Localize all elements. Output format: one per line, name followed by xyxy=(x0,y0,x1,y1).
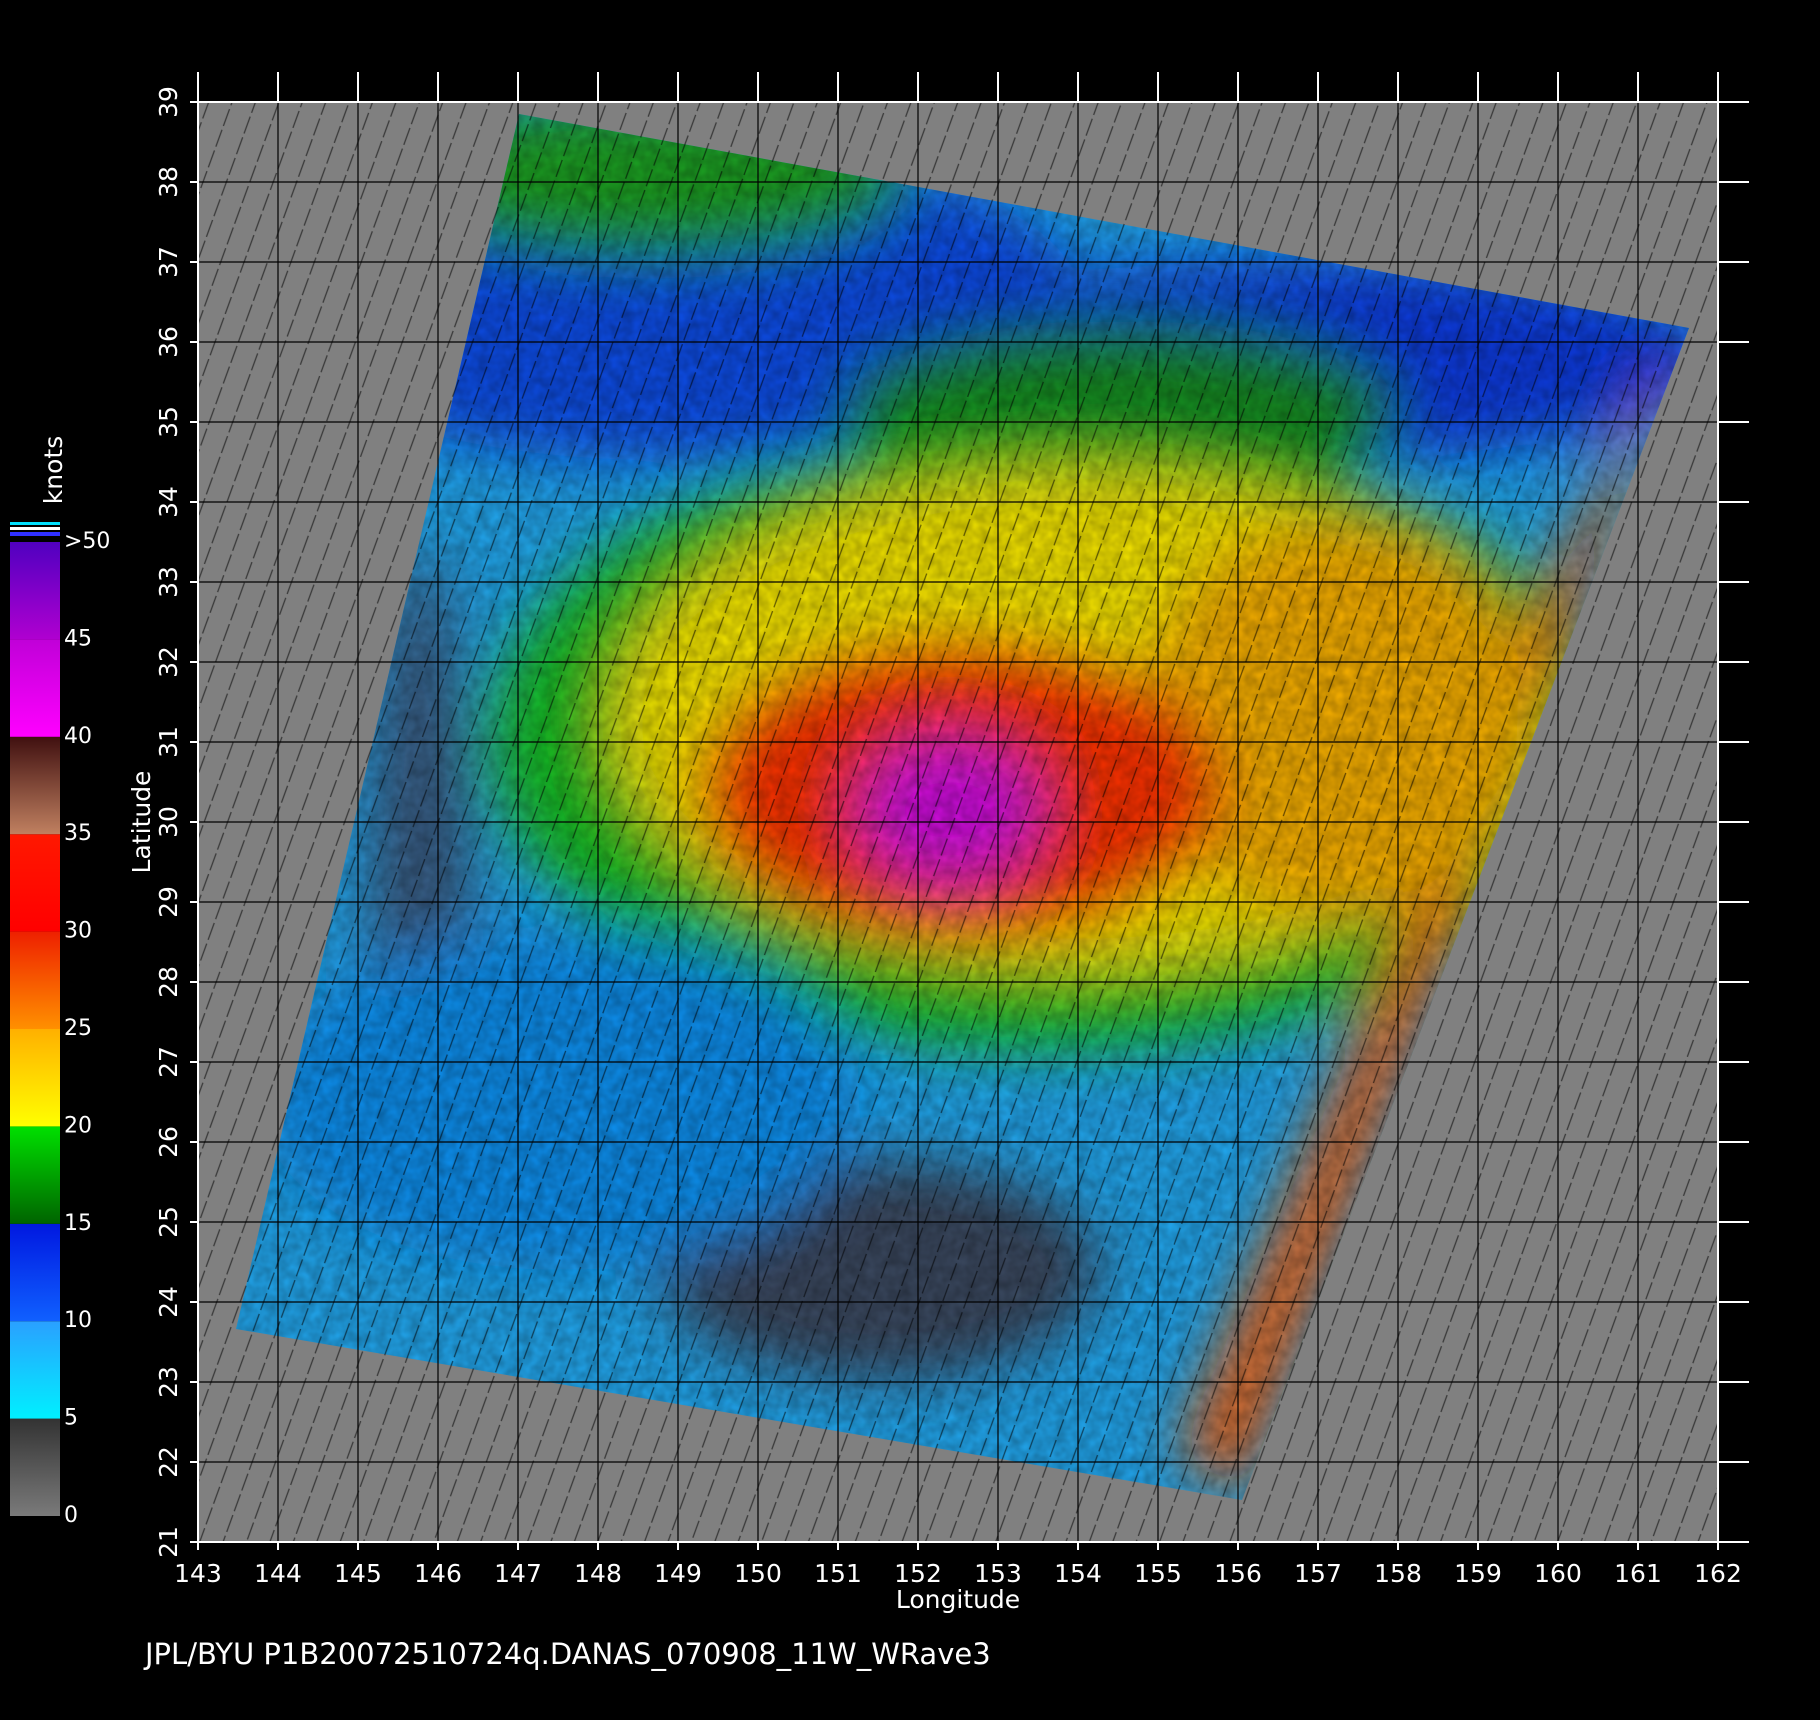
x-tick-label: 146 xyxy=(414,1559,462,1588)
x-tick-label: 152 xyxy=(894,1559,942,1588)
x-tick-label: 151 xyxy=(814,1559,862,1588)
x-tick-label: 148 xyxy=(574,1559,622,1588)
y-tick-label: 23 xyxy=(154,1366,183,1398)
colorbar-label: 40 xyxy=(64,724,92,749)
x-tick-label: 159 xyxy=(1454,1559,1502,1588)
x-tick-label: 158 xyxy=(1374,1559,1422,1588)
x-tick-label: 147 xyxy=(494,1559,542,1588)
y-tick-label: 37 xyxy=(154,246,183,278)
y-tick-label: 32 xyxy=(154,646,183,678)
x-tick-label: 150 xyxy=(734,1559,782,1588)
colorbar-segment xyxy=(10,1029,60,1127)
y-tick-label: 35 xyxy=(154,406,183,438)
x-tick-label: 157 xyxy=(1294,1559,1342,1588)
x-tick-label: 161 xyxy=(1614,1559,1662,1588)
y-tick-label: 22 xyxy=(154,1446,183,1478)
y-tick-label: 33 xyxy=(154,566,183,598)
colorbar-stripe xyxy=(10,522,60,525)
colorbar-segment xyxy=(10,1126,60,1224)
colorbar-stripe xyxy=(10,532,60,536)
colorbar-title: knots xyxy=(39,436,68,504)
y-axis-label: Latitude xyxy=(127,771,156,874)
y-tick-label: 30 xyxy=(154,806,183,838)
y-tick-label: 24 xyxy=(154,1286,183,1318)
colorbar-segment xyxy=(10,639,60,737)
colorbar-label: 35 xyxy=(64,821,92,846)
colorbar-stripe xyxy=(10,527,60,530)
colorbar-segment xyxy=(10,834,60,932)
y-tick-label: 34 xyxy=(154,486,183,518)
colorbar-label: 45 xyxy=(64,626,92,651)
y-tick-label: 26 xyxy=(154,1126,183,1158)
colorbar: 0 5 10 15 20 25 30 35 40 45 >50 xyxy=(10,529,110,1528)
colorbar-segment xyxy=(10,931,60,1029)
colorbar-label: >50 xyxy=(64,529,110,554)
x-tick-label: 155 xyxy=(1134,1559,1182,1588)
x-tick-label: 162 xyxy=(1694,1559,1742,1588)
y-tick-label: 25 xyxy=(154,1206,183,1238)
colorbar-label: 10 xyxy=(64,1308,92,1333)
colorbar-label: 5 xyxy=(64,1406,78,1431)
axes: 143 144 145 146 147 148 149 150 151 152 153 154 155 1… xyxy=(154,72,1749,1588)
colorbar-segment xyxy=(10,1321,60,1419)
x-tick-label: 144 xyxy=(254,1559,302,1588)
colorbar-label: 15 xyxy=(64,1211,92,1236)
y-tick-label: 38 xyxy=(154,166,183,198)
x-tick-label: 153 xyxy=(974,1559,1022,1588)
x-tick-label: 154 xyxy=(1054,1559,1102,1588)
colorbar-segment xyxy=(10,542,60,640)
x-tick-label: 145 xyxy=(334,1559,382,1588)
y-tick-label: 31 xyxy=(154,726,183,758)
y-tick-label: 39 xyxy=(154,86,183,118)
y-tick-label: 28 xyxy=(154,966,183,998)
x-tick-label: 156 xyxy=(1214,1559,1262,1588)
x-tick-label: 143 xyxy=(174,1559,222,1588)
x-tick-label: 149 xyxy=(654,1559,702,1588)
x-tick-label: 160 xyxy=(1534,1559,1582,1588)
colorbar-label: 25 xyxy=(64,1016,92,1041)
y-tick-label: 27 xyxy=(154,1046,183,1078)
grid xyxy=(198,102,1718,1542)
colorbar-segment xyxy=(10,736,60,835)
y-tick-label: 29 xyxy=(154,886,183,918)
footer: JPL/BYU P1B20072510724q.DANAS_070908_11W… xyxy=(143,1637,991,1671)
plot-frame xyxy=(197,101,1719,1543)
colorbar-label: 30 xyxy=(64,919,92,944)
colorbar-label: 20 xyxy=(64,1113,92,1138)
y-tick-label: 36 xyxy=(154,326,183,358)
colorbar-label: 0 xyxy=(64,1503,78,1528)
y-tick-label: 21 xyxy=(154,1526,183,1558)
x-axis-label: Longitude xyxy=(896,1585,1020,1614)
colorbar-segment xyxy=(10,1223,60,1322)
colorbar-segment xyxy=(10,1418,60,1516)
